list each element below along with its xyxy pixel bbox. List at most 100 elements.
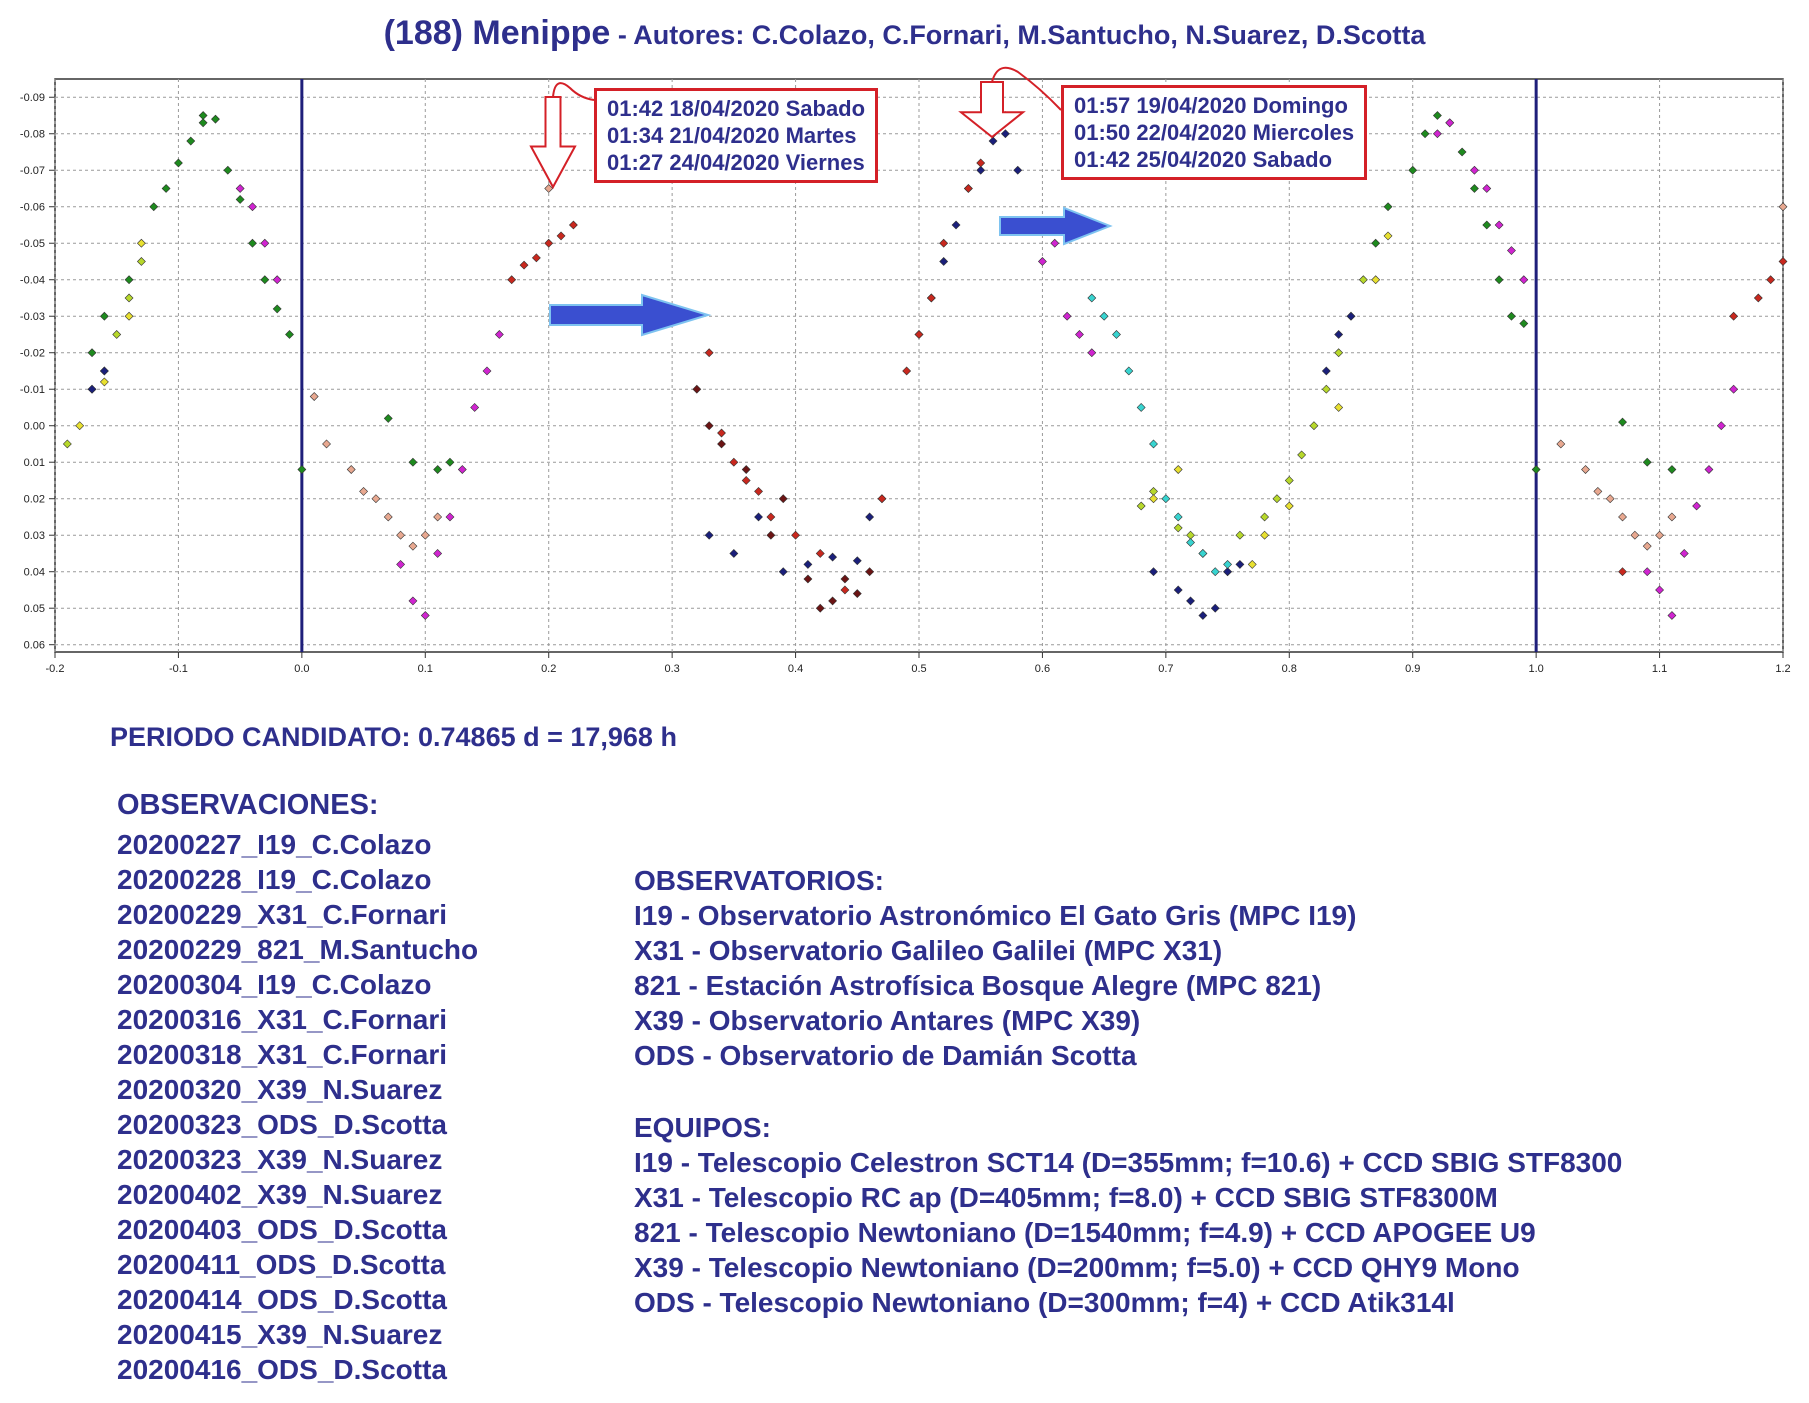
- data-point: [433, 465, 443, 474]
- data-point: [408, 457, 418, 467]
- data-point: [1260, 530, 1270, 540]
- data-point: [248, 238, 257, 248]
- x-tick-label: 1.1: [1652, 663, 1667, 675]
- data-point: [1704, 465, 1714, 474]
- marker-arrow: [958, 81, 1026, 139]
- data-point: [1149, 439, 1158, 449]
- data-point: [963, 184, 973, 193]
- x-tick-label: 0.4: [788, 663, 803, 675]
- data-point: [1383, 231, 1393, 241]
- equipment-item: X31 - Telescopio RC ap (D=405mm; f=8.0) …: [634, 1182, 1498, 1213]
- x-tick-label: 1.0: [1528, 663, 1543, 675]
- data-point: [272, 304, 282, 314]
- data-point: [729, 457, 739, 467]
- data-point: [1235, 559, 1245, 569]
- y-tick-label: -0.09: [20, 92, 45, 104]
- data-point: [1371, 275, 1381, 285]
- y-tick-label: -0.03: [20, 311, 45, 323]
- data-point: [99, 366, 109, 376]
- data-point: [791, 530, 800, 540]
- data-point: [1482, 184, 1492, 193]
- candidate-period: PERIODO CANDIDATO: 0.74865 d = 17,968 h: [110, 722, 677, 752]
- data-point: [136, 257, 146, 266]
- observation-item: 20200402_X39_N.Suarez: [117, 1179, 443, 1210]
- data-point: [1420, 129, 1430, 139]
- annotation-line: 01:50 22/04/2020 Miercoles: [1074, 120, 1355, 145]
- data-point: [692, 384, 702, 394]
- data-point: [1507, 311, 1516, 321]
- data-point: [1198, 611, 1208, 620]
- observation-item: 20200320_X39_N.Suarez: [117, 1074, 443, 1105]
- x-tick-label: 0.5: [911, 663, 926, 675]
- data-point: [1457, 147, 1467, 157]
- y-tick-label: 0.00: [24, 421, 45, 433]
- data-point: [815, 549, 825, 558]
- asteroid-name: (188) Menippe: [383, 14, 611, 52]
- data-point: [297, 465, 307, 474]
- observations-heading: OBSERVACIONES:: [117, 789, 379, 821]
- data-point: [383, 512, 393, 522]
- data-point: [359, 486, 368, 496]
- data-point: [1321, 384, 1331, 394]
- data-point: [235, 195, 245, 204]
- data-point: [1432, 129, 1442, 139]
- data-point: [1655, 585, 1664, 595]
- observation-item: 20200318_X31_C.Fornari: [117, 1039, 447, 1070]
- observation-item: 20200403_ODS_D.Scotta: [117, 1214, 447, 1245]
- data-point: [1321, 366, 1331, 376]
- data-point: [1186, 596, 1195, 606]
- data-point: [346, 465, 356, 474]
- data-point: [1124, 366, 1134, 376]
- x-tick-label: -0.1: [169, 663, 188, 675]
- y-tick-label: -0.06: [20, 202, 45, 214]
- data-point: [494, 330, 504, 339]
- data-point: [161, 184, 171, 193]
- annotation-line: 01:57 19/04/2020 Domingo: [1074, 93, 1348, 118]
- data-point: [1173, 523, 1183, 533]
- data-point: [840, 574, 850, 584]
- data-point: [322, 439, 331, 449]
- data-point: [951, 220, 961, 230]
- data-point: [1161, 494, 1171, 504]
- data-point: [1432, 111, 1442, 120]
- observatory-item: I19 - Observatorio Astronómico El Gato G…: [634, 900, 1357, 931]
- data-point: [124, 275, 134, 285]
- data-point: [865, 512, 875, 522]
- data-point: [766, 512, 776, 522]
- data-point: [1519, 319, 1529, 328]
- data-point: [482, 366, 492, 376]
- data-point: [1371, 238, 1381, 248]
- observation-item: 20200227_I19_C.Colazo: [117, 829, 432, 860]
- data-point: [717, 439, 726, 449]
- data-point: [1507, 246, 1516, 255]
- data-point: [914, 330, 924, 339]
- data-point: [803, 574, 813, 584]
- data-point: [1050, 238, 1060, 248]
- observatory-item: X39 - Observatorio Antares (MPC X39): [634, 1005, 1141, 1036]
- y-tick-label: 0.05: [24, 603, 45, 615]
- equipment-list: I19 - Telescopio Celestron SCT14 (D=355m…: [634, 1145, 1622, 1320]
- data-point: [1753, 293, 1763, 303]
- data-point: [704, 530, 714, 540]
- data-point: [1618, 417, 1627, 427]
- data-point: [445, 457, 455, 467]
- data-point: [124, 293, 134, 303]
- observatories-heading: OBSERVATORIOS:: [634, 865, 884, 896]
- data-point: [754, 486, 763, 496]
- data-point: [729, 549, 739, 558]
- equipment-item: X39 - Telescopio Newtoniano (D=200mm; f=…: [634, 1252, 1520, 1283]
- marker-arrow: [529, 96, 577, 190]
- data-point: [1778, 257, 1788, 266]
- data-point: [87, 348, 97, 358]
- observatory-item: X31 - Observatorio Galileo Galilei (MPC …: [634, 935, 1223, 966]
- data-point: [75, 421, 85, 431]
- annotation-connector: [991, 66, 1062, 111]
- y-tick-label: -0.08: [20, 129, 45, 141]
- authors-line: - Autores: C.Colazo, C.Fornari, M.Santuc…: [610, 20, 1426, 50]
- data-point: [260, 275, 270, 285]
- chart-title: (188) Menippe - Autores: C.Colazo, C.For…: [0, 14, 1809, 53]
- data-point: [1470, 165, 1479, 175]
- data-point: [1605, 494, 1615, 504]
- data-point: [803, 559, 813, 569]
- y-tick-label: 0.03: [24, 530, 45, 542]
